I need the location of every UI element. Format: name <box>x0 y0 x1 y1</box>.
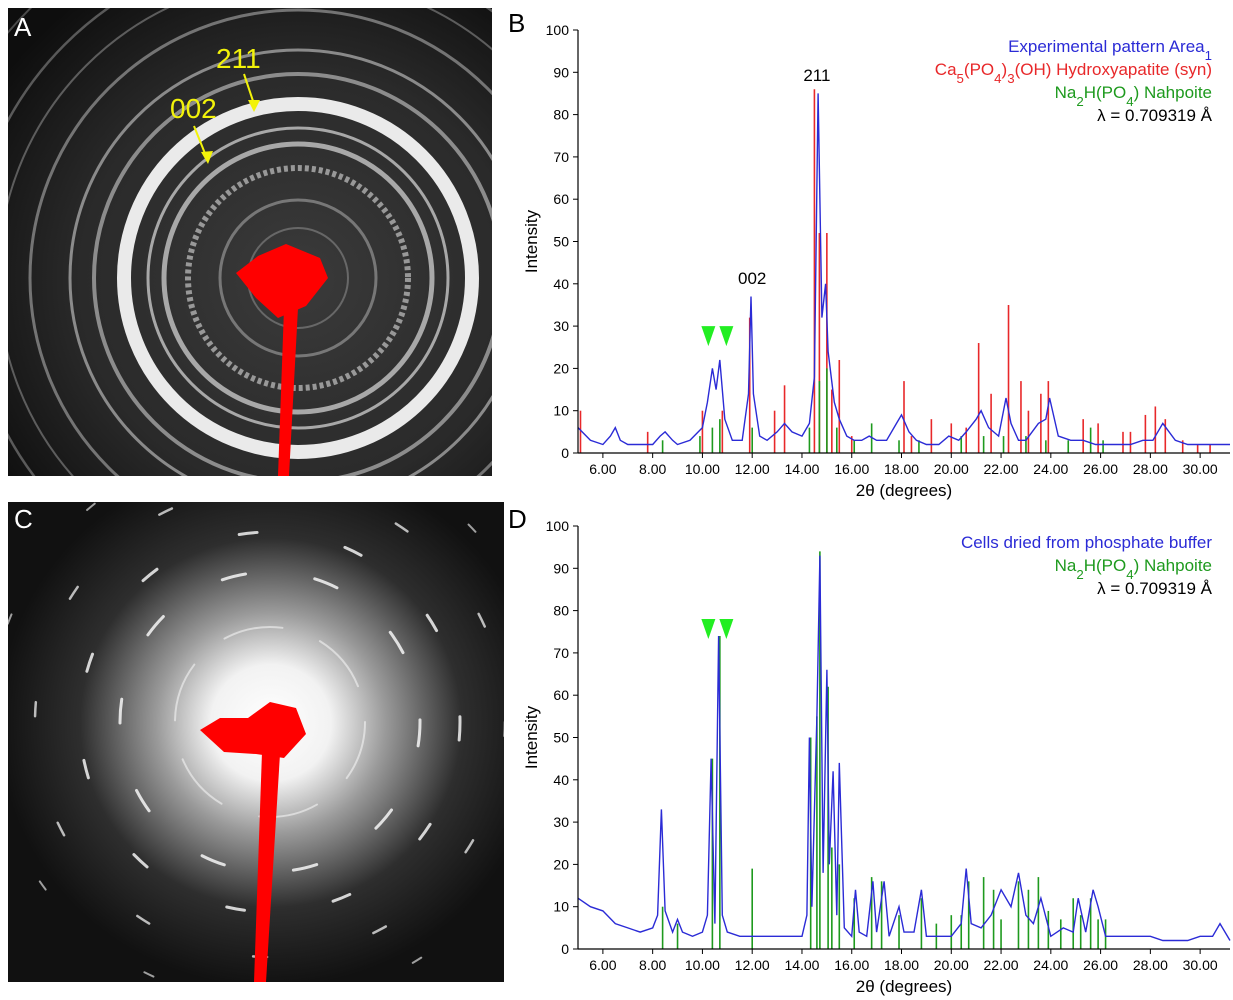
panel-letter-a: A <box>14 12 32 42</box>
ring-arrow-002 <box>193 125 207 157</box>
x-tick-label: 14.00 <box>784 957 819 973</box>
x-tick-label: 6.00 <box>589 461 616 477</box>
diffraction-pattern-c <box>8 502 504 982</box>
beam-stop-a <box>236 244 328 318</box>
y-tick-label: 20 <box>553 856 569 872</box>
y-tick-label: 20 <box>553 360 569 376</box>
x-tick-label: 12.00 <box>735 957 770 973</box>
diffraction-pattern-a: 211 002 <box>8 8 492 476</box>
panel-letter-d: D <box>508 504 527 534</box>
x-tick-label: 26.00 <box>1083 461 1118 477</box>
ring-arrowhead-211 <box>248 100 260 112</box>
peak-label: 002 <box>738 269 766 288</box>
legend-entry: Cells dried from phosphate buffer <box>961 533 1212 552</box>
x-tick-label: 30.00 <box>1183 957 1218 973</box>
x-tick-label: 18.00 <box>884 957 919 973</box>
x-tick-label: 18.00 <box>884 461 919 477</box>
ring-arrowhead-002 <box>201 151 213 164</box>
y-tick-label: 30 <box>553 814 569 830</box>
triangle-marker <box>701 326 716 347</box>
y-tick-label: 40 <box>553 772 569 788</box>
x-tick-label: 20.00 <box>934 957 969 973</box>
xrd-chart-d: 0 10 20 30 40 50 60 70 80 90 100 6.00 8.00 10.00 12.00… <box>522 518 1231 996</box>
y-tick-label: 80 <box>553 603 569 619</box>
y-tick-label: 60 <box>553 191 569 207</box>
legend-entry: λ = 0.709319 Å <box>1097 579 1213 598</box>
panel-c-image <box>8 502 504 982</box>
plot-area-d <box>578 526 1230 949</box>
ring-arrow-211 <box>243 73 255 105</box>
beam-stop-arm-a <box>278 308 298 476</box>
x-axis-label: 2θ (degrees) <box>856 977 952 996</box>
triangle-marker <box>701 619 716 640</box>
y-tick-label: 70 <box>553 149 569 165</box>
beam-stop-arm-c <box>254 752 280 982</box>
x-tick-label: 26.00 <box>1083 957 1118 973</box>
x-tick-label: 24.00 <box>1033 461 1068 477</box>
legend-entry: Na2H(PO4) Nahpoite <box>1055 83 1212 109</box>
experimental-line <box>577 555 1231 942</box>
x-tick-label: 12.00 <box>735 461 770 477</box>
ring-label-002: 002 <box>170 93 217 124</box>
y-tick-label: 10 <box>553 403 569 419</box>
legend-entry: Ca5(PO4)3(OH) Hydroxyapatite (syn) <box>935 60 1212 86</box>
x-tick-label: 22.00 <box>984 957 1019 973</box>
triangle-marker <box>719 619 734 640</box>
experimental-line <box>577 93 1230 446</box>
legend-entry: Na2H(PO4) Nahpoite <box>1055 556 1212 582</box>
x-tick-label: 28.00 <box>1133 461 1168 477</box>
x-axis-label: 2θ (degrees) <box>856 481 952 500</box>
y-tick-label: 100 <box>546 518 570 534</box>
y-axis-label: Intensity <box>522 705 541 769</box>
y-tick-label: 100 <box>546 22 570 38</box>
x-tick-label: 22.00 <box>984 461 1019 477</box>
peak-label: 211 <box>803 66 830 85</box>
y-tick-label: 0 <box>561 941 569 957</box>
x-tick-label: 8.00 <box>639 461 666 477</box>
y-tick-label: 90 <box>553 64 569 80</box>
x-tick-label: 16.00 <box>834 461 869 477</box>
x-tick-label: 10.00 <box>685 461 720 477</box>
y-tick-label: 60 <box>553 687 569 703</box>
xrd-chart-b: 0 10 20 30 40 50 60 70 80 90 100 6.00 8.00 10.00 12.00… <box>522 22 1230 500</box>
y-tick-label: 50 <box>553 234 569 250</box>
panel-letter-b: B <box>508 8 526 38</box>
y-tick-label: 80 <box>553 107 569 123</box>
x-tick-label: 30.00 <box>1183 461 1218 477</box>
y-tick-label: 0 <box>561 445 569 461</box>
x-tick-label: 24.00 <box>1033 957 1068 973</box>
y-tick-label: 70 <box>553 645 569 661</box>
x-tick-label: 16.00 <box>834 957 869 973</box>
panel-a-image: 211 002 <box>8 8 492 476</box>
y-tick-label: 50 <box>553 730 569 746</box>
x-tick-label: 20.00 <box>934 461 969 477</box>
x-tick-label: 6.00 <box>589 957 616 973</box>
y-tick-label: 10 <box>553 899 569 915</box>
y-tick-label: 90 <box>553 560 569 576</box>
y-tick-label: 30 <box>553 318 569 334</box>
ring-label-211: 211 <box>216 43 261 74</box>
legend-entry: Experimental pattern Area1 <box>1008 37 1212 63</box>
y-tick-label: 40 <box>553 276 569 292</box>
x-tick-label: 14.00 <box>784 461 819 477</box>
legend-entry: λ = 0.709319 Å <box>1097 106 1213 125</box>
panel-letter-c: C <box>14 504 33 534</box>
beam-stop-c <box>200 702 306 758</box>
x-tick-label: 10.00 <box>685 957 720 973</box>
x-tick-label: 8.00 <box>639 957 666 973</box>
x-tick-label: 28.00 <box>1133 957 1168 973</box>
triangle-marker <box>719 326 734 347</box>
y-axis-label: Intensity <box>522 209 541 273</box>
